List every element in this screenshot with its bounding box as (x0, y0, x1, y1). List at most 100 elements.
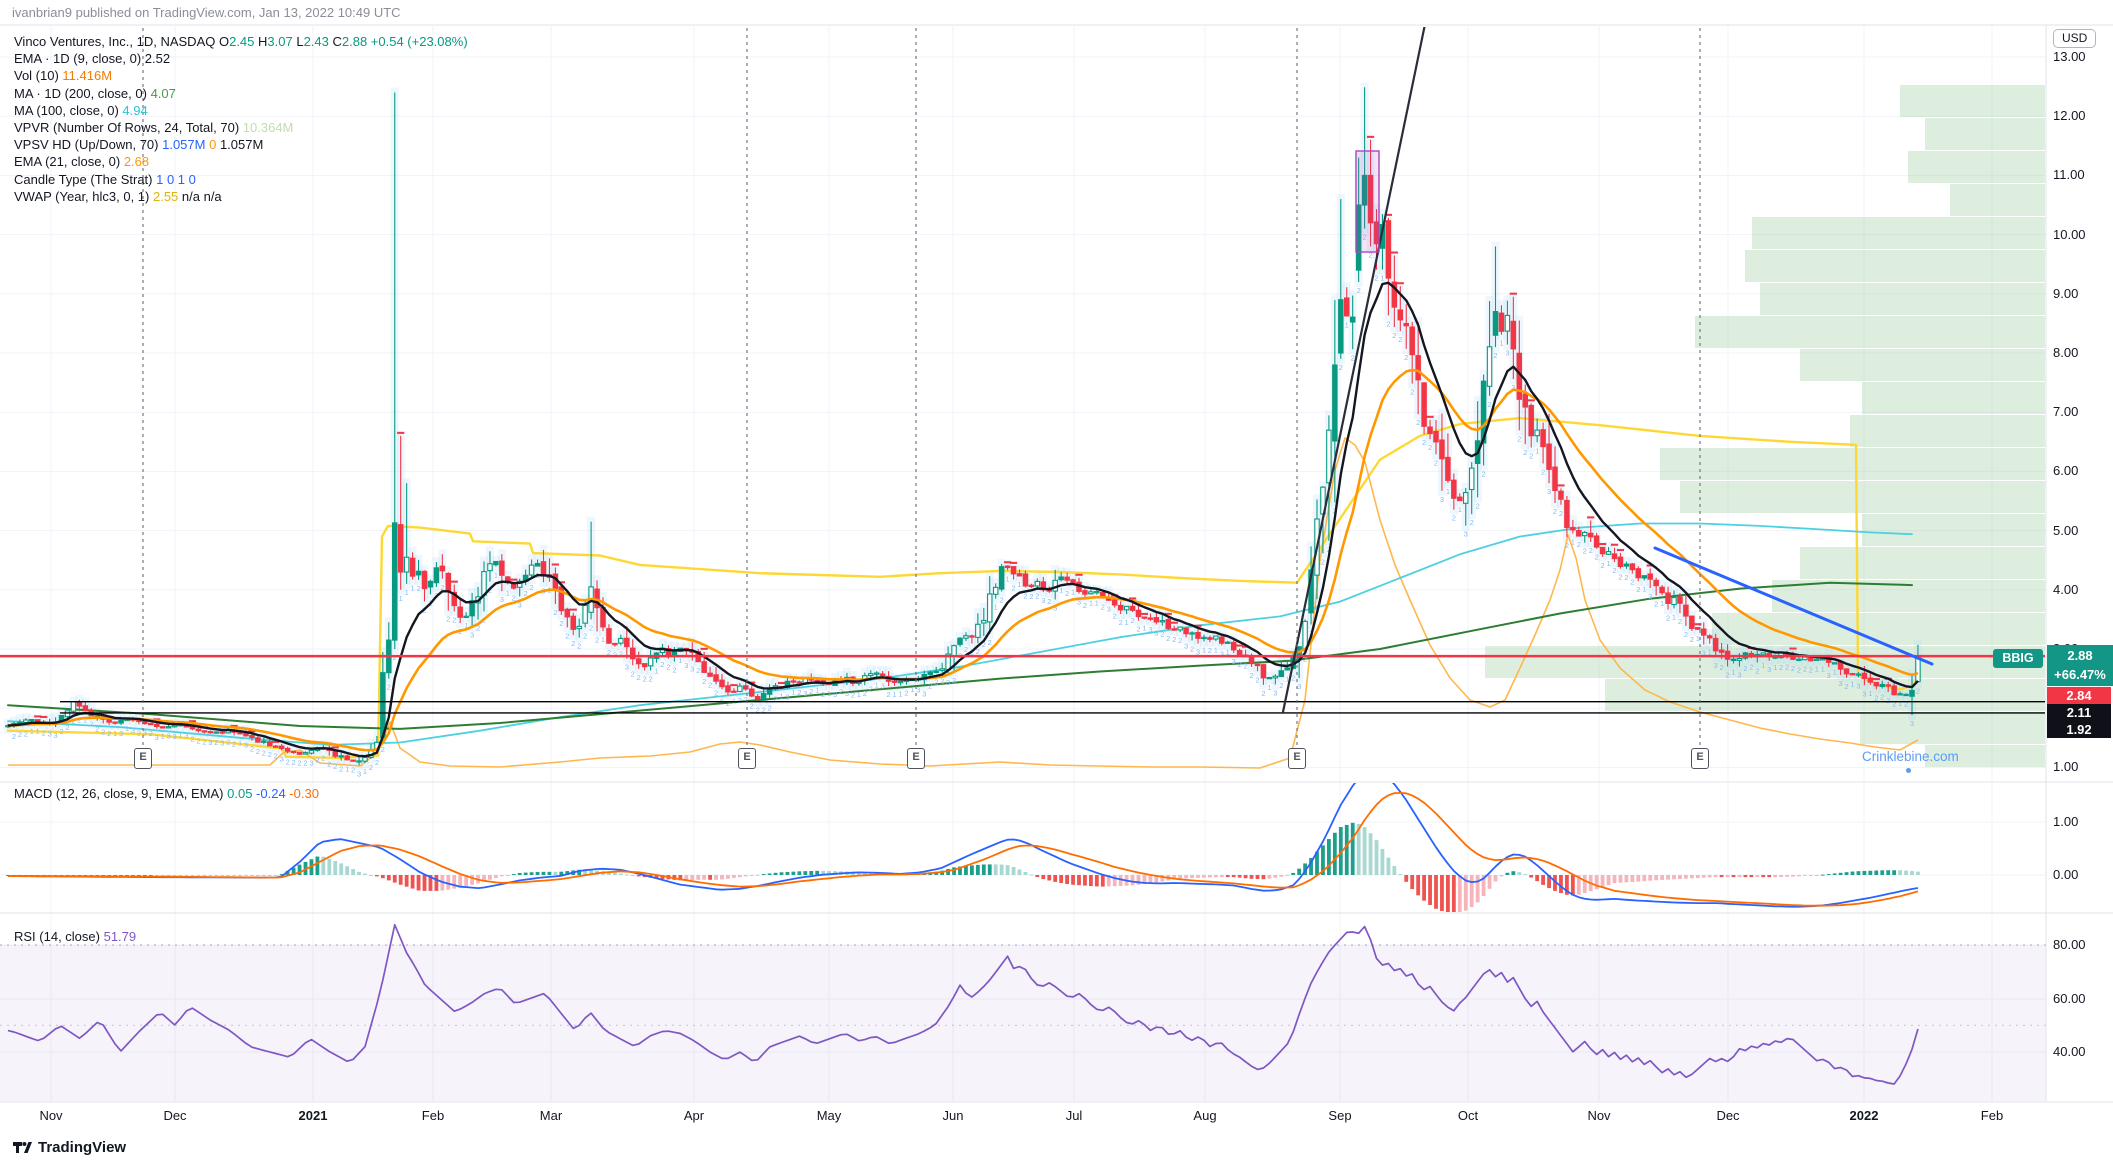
svg-text:3: 3 (1107, 604, 1111, 613)
svg-text:2: 2 (571, 639, 575, 648)
svg-text:3: 3 (470, 631, 474, 640)
svg-text:1: 1 (238, 739, 242, 748)
svg-text:2: 2 (1130, 616, 1134, 625)
svg-text:2: 2 (696, 666, 700, 675)
svg-text:2: 2 (1743, 664, 1747, 673)
svg-text:2: 2 (327, 760, 331, 769)
svg-text:2: 2 (773, 695, 777, 704)
svg-text:1: 1 (857, 690, 861, 699)
svg-text:2: 2 (720, 693, 724, 702)
svg-text:2: 2 (1601, 561, 1605, 570)
macd-pane[interactable] (6, 770, 1920, 914)
svg-text:2: 2 (1684, 630, 1688, 639)
svg-text:1: 1 (1850, 679, 1854, 688)
drawings[interactable] (0, 0, 2045, 746)
svg-text:1: 1 (1285, 675, 1289, 684)
svg-text:2: 2 (1351, 353, 1355, 362)
grid-lines (0, 26, 2046, 1102)
svg-text:1: 1 (1214, 645, 1218, 654)
svg-text:2: 2 (149, 729, 153, 738)
svg-text:1: 1 (399, 594, 403, 603)
svg-text:2: 2 (1595, 553, 1599, 562)
svg-text:2: 2 (339, 765, 343, 774)
svg-text:3: 3 (922, 690, 926, 699)
svg-text:2: 2 (1493, 351, 1497, 360)
svg-text:2: 2 (1166, 634, 1170, 643)
svg-text:2: 2 (1368, 250, 1372, 259)
svg-text:2: 2 (268, 750, 272, 759)
svg-text:3: 3 (881, 682, 885, 691)
svg-text:2: 2 (1119, 618, 1123, 627)
svg-text:1: 1 (1642, 585, 1646, 594)
price-pane[interactable]: 2 2 2 1 1 2 3 3 2 22 2 2 22 2 2 1 31 3 2 3 2 3 1 3 3 1 3 2 2 2 3 2 3 2 2 1 3… (4, 82, 1922, 778)
svg-text:1: 1 (1815, 665, 1819, 674)
svg-text:3: 3 (1297, 682, 1301, 691)
svg-text:1: 1 (1696, 634, 1700, 643)
svg-text:1: 1 (1708, 648, 1712, 657)
svg-text:2: 2 (321, 754, 325, 763)
svg-text:2: 2 (797, 688, 801, 697)
svg-text:2: 2 (1101, 603, 1105, 612)
svg-text:1: 1 (1773, 663, 1777, 672)
svg-text:2: 2 (762, 706, 766, 715)
svg-text:2: 2 (904, 689, 908, 698)
svg-text:2: 2 (1541, 468, 1545, 477)
svg-text:2: 2 (1470, 518, 1474, 527)
svg-text:2: 2 (565, 631, 569, 640)
svg-text:1: 1 (1672, 612, 1676, 621)
svg-text:3: 3 (280, 754, 284, 763)
svg-text:2: 2 (297, 758, 301, 767)
svg-text:2: 2 (274, 751, 278, 760)
svg-text:2: 2 (1487, 400, 1491, 409)
svg-text:2: 2 (1339, 363, 1343, 372)
svg-text:2: 2 (988, 638, 992, 647)
svg-text:1: 1 (1125, 618, 1129, 627)
svg-text:2: 2 (107, 729, 111, 738)
svg-text:1: 1 (36, 726, 40, 735)
svg-text:2: 2 (1749, 662, 1753, 671)
svg-text:2: 2 (1577, 540, 1581, 549)
svg-text:2: 2 (702, 677, 706, 686)
svg-text:1: 1 (405, 588, 409, 597)
svg-text:1: 1 (411, 583, 415, 592)
rsi-pane[interactable] (0, 923, 2046, 1106)
svg-text:2: 2 (1725, 670, 1729, 679)
svg-text:3: 3 (1856, 681, 1860, 690)
svg-text:2: 2 (940, 677, 944, 686)
svg-text:3: 3 (167, 731, 171, 740)
svg-text:2: 2 (1416, 418, 1420, 427)
svg-text:3: 3 (1767, 665, 1771, 674)
svg-text:2: 2 (1363, 233, 1367, 242)
svg-text:3: 3 (1154, 628, 1158, 637)
svg-text:3: 3 (1184, 641, 1188, 650)
svg-text:2: 2 (1434, 458, 1438, 467)
svg-text:2: 2 (756, 706, 760, 715)
svg-text:3: 3 (1220, 649, 1224, 658)
svg-text:1: 1 (779, 691, 783, 700)
svg-text:1: 1 (791, 688, 795, 697)
svg-text:1: 1 (1345, 320, 1349, 329)
svg-text:2: 2 (1904, 700, 1908, 709)
svg-text:3: 3 (1440, 495, 1444, 504)
svg-text:2: 2 (1666, 614, 1670, 623)
svg-text:2: 2 (928, 681, 932, 690)
svg-text:3: 3 (845, 689, 849, 698)
svg-text:3: 3 (48, 730, 52, 739)
svg-text:2: 2 (952, 676, 956, 685)
svg-text:2: 2 (65, 723, 69, 732)
svg-text:2: 2 (196, 736, 200, 745)
svg-text:2: 2 (672, 666, 676, 675)
svg-text:2: 2 (303, 758, 307, 767)
svg-text:1: 1 (1606, 559, 1610, 568)
svg-text:2: 2 (24, 729, 28, 738)
svg-text:2: 2 (292, 758, 296, 767)
svg-text:3: 3 (1702, 648, 1706, 657)
svg-text:2: 2 (768, 704, 772, 713)
pane-separators[interactable] (0, 24, 2113, 1103)
svg-text:2: 2 (286, 757, 290, 766)
svg-text:2: 2 (1779, 663, 1783, 672)
svg-text:2: 2 (446, 615, 450, 624)
svg-text:2: 2 (381, 745, 385, 754)
svg-text:1: 1 (1499, 339, 1503, 348)
